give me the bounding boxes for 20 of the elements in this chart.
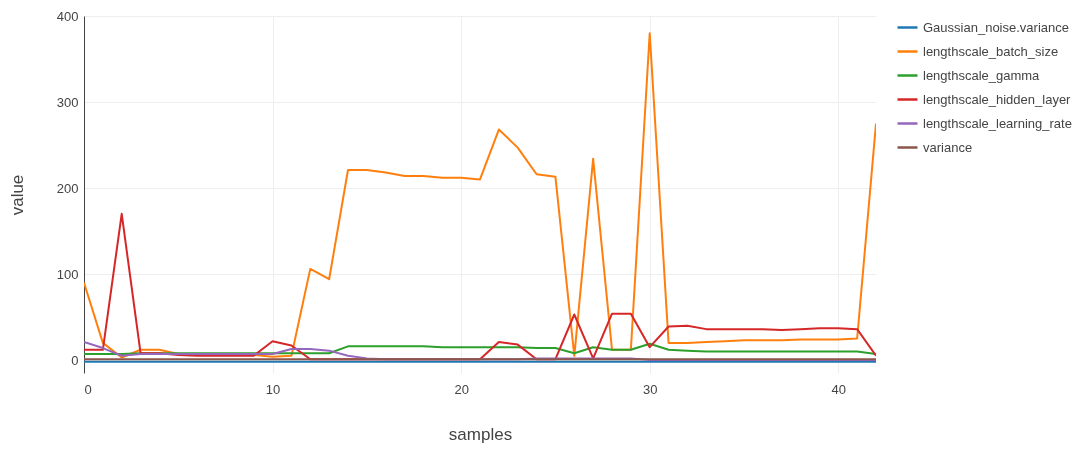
x-tick-label: 10 (265, 381, 281, 397)
legend-label: Gaussian_noise.variance (923, 19, 1069, 35)
x-tick-label: 0 (84, 381, 92, 397)
y-tick-label: 200 (56, 180, 79, 196)
y-tick-label: 100 (56, 266, 79, 282)
line-series (84, 342, 876, 356)
y-tick-label: 300 (56, 94, 79, 110)
x-tick-label: 40 (831, 381, 847, 397)
legend-label: variance (923, 139, 973, 155)
x-tick-label: 20 (454, 381, 469, 397)
legend-label: lengthscale_batch_size (923, 43, 1059, 59)
y-tick-label: 0 (71, 352, 79, 368)
x-tick-label: 30 (642, 381, 658, 397)
x-axis-title: samples (448, 424, 513, 444)
legend-label: lengthscale_learning_rate (923, 115, 1072, 131)
legend-label: lengthscale_gamma (923, 67, 1041, 83)
y-tick-label: 400 (56, 8, 79, 24)
legend-label: lengthscale_hidden_layer (923, 91, 1072, 107)
y-axis-title: value (7, 174, 27, 216)
line-series (84, 32, 876, 359)
